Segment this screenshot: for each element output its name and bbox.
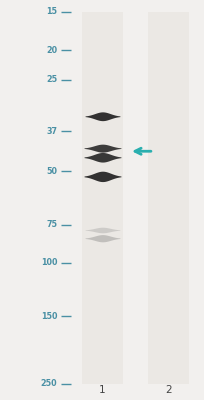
Text: 25: 25 [46, 75, 57, 84]
Text: 250: 250 [41, 380, 57, 388]
Text: 50: 50 [46, 167, 57, 176]
Text: 2: 2 [164, 385, 171, 395]
Text: 37: 37 [46, 127, 57, 136]
Text: 20: 20 [46, 46, 57, 54]
Bar [82, 12, 122, 384]
Bar [147, 12, 188, 384]
Text: 100: 100 [41, 258, 57, 267]
Text: 150: 150 [41, 312, 57, 321]
Text: 15: 15 [46, 8, 57, 16]
Text: 1: 1 [99, 385, 105, 395]
Text: 75: 75 [46, 220, 57, 229]
